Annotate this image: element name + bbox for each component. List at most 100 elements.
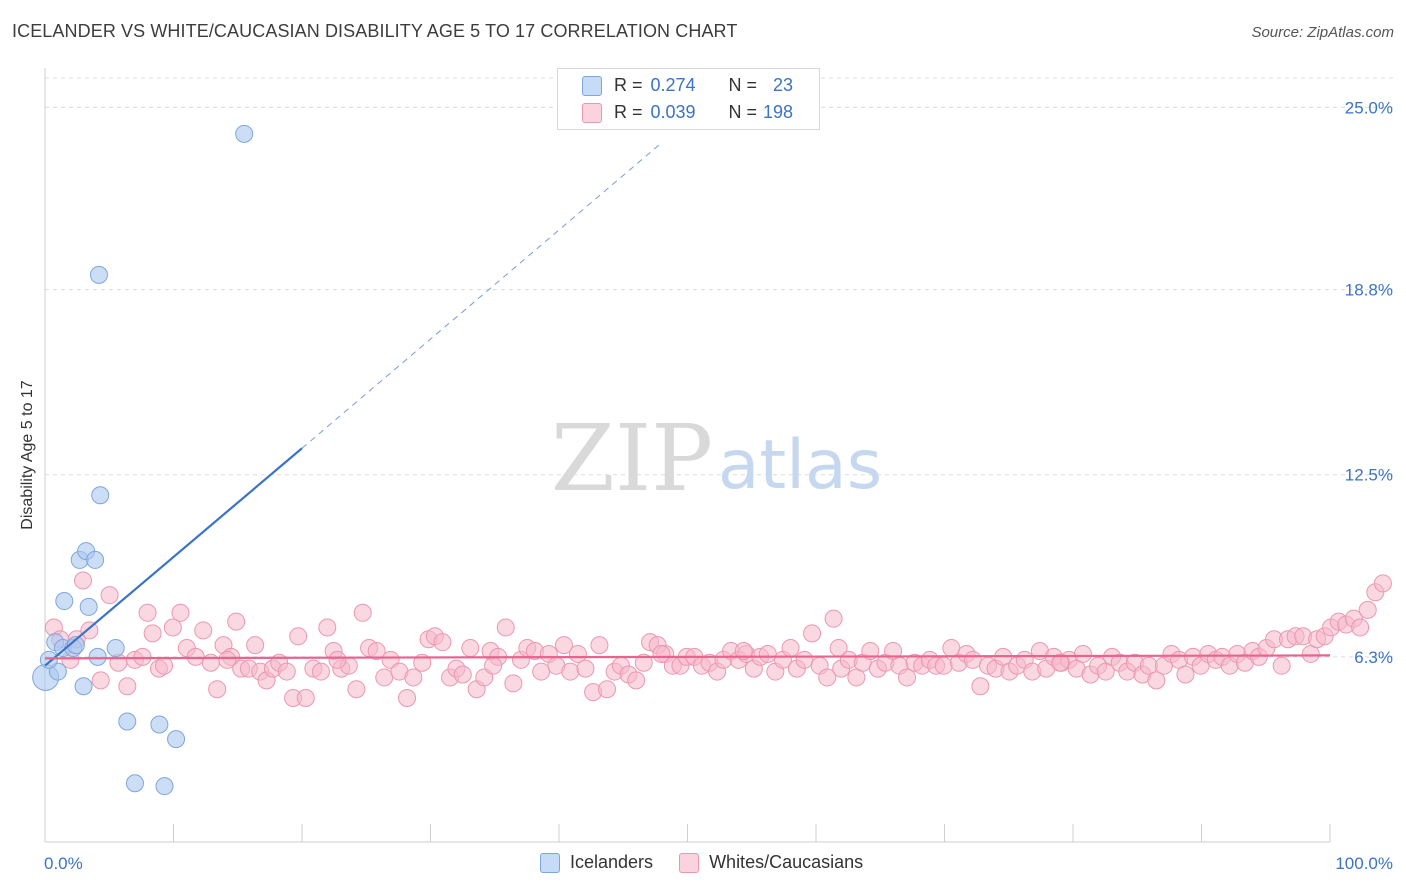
whites-point — [208, 680, 227, 699]
whites-point — [532, 662, 551, 681]
whites-point — [734, 642, 753, 660]
whites-point — [934, 656, 953, 675]
whites-point — [143, 624, 162, 643]
whites-point — [347, 680, 366, 699]
icelanders-trend-line — [44, 447, 303, 667]
r-value: 0.039 — [650, 102, 696, 122]
whites-point — [484, 656, 503, 675]
whites-point — [100, 586, 119, 605]
whites-point — [80, 621, 99, 640]
whites-point — [404, 668, 423, 687]
n-value: 23 — [773, 75, 794, 95]
whites-point — [433, 633, 452, 652]
icelanders-point — [89, 265, 108, 284]
whites-point — [504, 674, 523, 693]
whites-point — [246, 636, 265, 655]
watermark-zip: ZIP — [551, 405, 713, 512]
whites-point — [590, 636, 609, 655]
icelanders-point — [55, 592, 74, 611]
whites-point — [1147, 671, 1166, 690]
y-tick-label: 12.5% — [1345, 466, 1393, 485]
y-tick-label: 6.3% — [1354, 648, 1393, 667]
whites-point — [171, 603, 190, 622]
whites-point — [634, 653, 653, 672]
icelanders-swatch — [582, 75, 602, 96]
source-label: Source: ZipAtlas.com — [1251, 24, 1394, 41]
whites-point — [296, 689, 315, 708]
whites-point — [194, 621, 213, 640]
icelanders-point — [79, 597, 98, 616]
r-value: 0.274 — [650, 75, 696, 95]
whites-point — [218, 650, 237, 669]
icelanders-point — [91, 486, 110, 505]
whites-point — [461, 639, 480, 658]
whites-point — [353, 603, 372, 622]
whites-point — [289, 627, 308, 646]
whites-point — [652, 644, 671, 663]
icelanders-point — [88, 647, 107, 666]
whites-point — [91, 671, 110, 690]
whites-point — [561, 662, 580, 681]
y-tick-label: 25.0% — [1345, 98, 1393, 117]
whites-point — [1358, 600, 1377, 619]
r-label: R = — [614, 102, 643, 122]
whites-point — [971, 677, 990, 696]
whites-point — [963, 650, 982, 669]
whites-legend-swatch — [679, 852, 700, 873]
legend-label-icelanders: Icelanders — [570, 852, 654, 872]
whites-point — [375, 668, 394, 687]
legend-item-icelanders[interactable]: Icelanders — [540, 852, 653, 873]
icelanders-point — [118, 712, 137, 731]
whites-point — [818, 668, 837, 687]
icelanders-point — [66, 636, 85, 655]
stats-row-whites: R = 0.039 N = 198 — [582, 102, 793, 123]
whites-swatch — [582, 102, 602, 123]
icelanders-point — [167, 730, 186, 749]
icelanders-point — [39, 650, 58, 669]
whites-point — [803, 624, 822, 643]
whites-point — [186, 647, 205, 666]
legend-item-whites[interactable]: Whites/Caucasians — [679, 852, 863, 873]
whites-point — [118, 677, 137, 696]
stats-row-icelanders: R = 0.274 N = 23 — [582, 75, 793, 96]
whites-point — [318, 618, 337, 637]
whites-point — [398, 689, 417, 708]
whites-point — [576, 659, 595, 678]
whites-point — [227, 612, 246, 631]
icelanders-point — [86, 550, 105, 569]
icelanders-point — [155, 777, 174, 796]
series-legend: Icelanders Whites/Caucasians — [540, 852, 889, 873]
whites-point — [311, 662, 330, 681]
whites-point — [1351, 618, 1370, 637]
whites-point — [133, 647, 152, 666]
x-tick-label-min: 0.0% — [44, 854, 83, 873]
whites-point — [138, 603, 157, 622]
icelanders-point — [150, 715, 169, 734]
icelanders-trend-extension — [301, 142, 663, 449]
whites-point — [155, 656, 174, 675]
watermark: ZIP atlas — [551, 405, 882, 512]
whites-point — [598, 680, 617, 699]
whites-points-group — [44, 571, 1392, 708]
icelanders-point — [106, 639, 125, 658]
whites-point — [897, 668, 916, 687]
whites-point — [453, 665, 472, 684]
whites-point — [824, 609, 843, 628]
whites-point — [1176, 665, 1195, 684]
whites-point — [328, 650, 347, 669]
y-axis-label: Disability Age 5 to 17 — [19, 380, 36, 530]
icelanders-legend-swatch — [540, 852, 560, 873]
whites-trend-line — [44, 654, 1331, 660]
whites-point — [496, 618, 515, 637]
whites-point — [758, 644, 777, 663]
watermark-atlas: atlas — [718, 426, 882, 505]
whites-point — [1272, 656, 1291, 675]
n-label: N = — [728, 102, 758, 122]
trend-lines — [44, 142, 1331, 667]
icelanders-point — [235, 124, 254, 143]
icelanders-points-group — [32, 124, 254, 796]
icelanders-point — [125, 774, 144, 793]
whites-point — [367, 642, 386, 660]
whites-point — [781, 639, 800, 658]
